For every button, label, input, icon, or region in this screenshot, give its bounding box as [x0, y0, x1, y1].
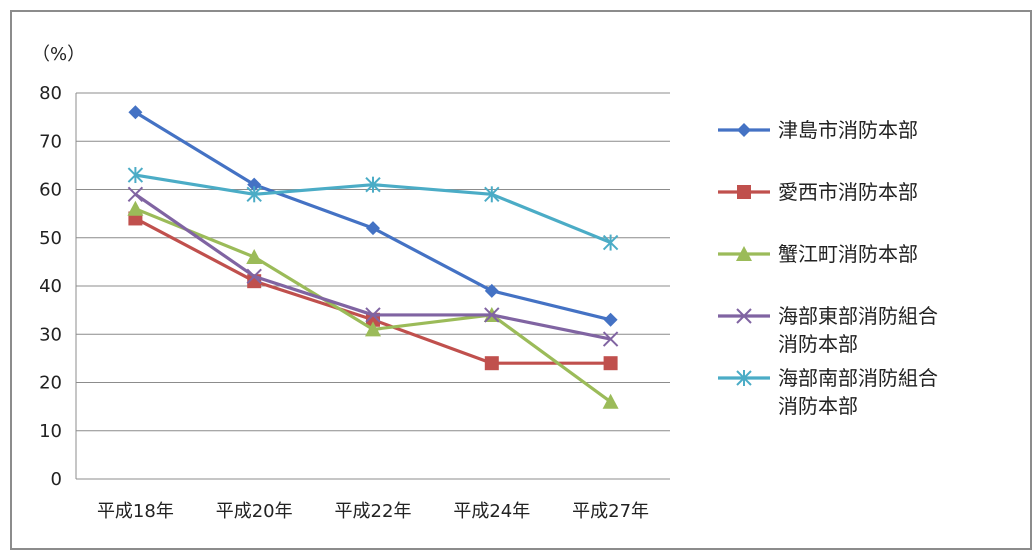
- legend-marker: [737, 185, 751, 199]
- series-5: [127, 167, 619, 251]
- data-point: [246, 186, 262, 203]
- data-point: [365, 307, 381, 323]
- data-point: [484, 356, 499, 371]
- legend-label: 海部東部消防組合: [778, 304, 938, 328]
- y-unit-label: （%）: [32, 44, 85, 65]
- legend-label: 津島市消防本部: [778, 118, 918, 142]
- data-point: [603, 356, 618, 371]
- series-1: [128, 105, 618, 327]
- data-point: [128, 105, 143, 120]
- y-tick-label: 30: [39, 324, 62, 345]
- data-point: [246, 268, 262, 285]
- y-tick-label: 60: [39, 180, 62, 201]
- data-point: [602, 234, 619, 251]
- y-tick-label: 80: [39, 83, 62, 104]
- legend-item-1: 津島市消防本部: [718, 118, 918, 142]
- legend-marker: [736, 370, 752, 386]
- data-point: [127, 167, 144, 184]
- data-point: [365, 321, 381, 337]
- data-point: [127, 200, 144, 216]
- legend-marker: [736, 246, 752, 261]
- legend-marker: [736, 308, 752, 324]
- legend-label: 海部南部消防組合: [778, 366, 938, 390]
- line-chart: （%） 0 10 20 30 40 50 60 70 80 平成18年 平成20年 平成22年 平成2…: [32, 44, 938, 522]
- x-tick-label: 平成22年: [335, 501, 412, 522]
- legend-label: 消防本部: [778, 332, 858, 356]
- legend: 津島市消防本部愛西市消防本部蟹江町消防本部海部東部消防組合消防本部海部南部消防組…: [718, 118, 938, 418]
- data-point: [127, 186, 144, 203]
- x-tick-label: 平成20年: [216, 501, 293, 522]
- data-point: [247, 177, 262, 192]
- data-point: [246, 249, 263, 265]
- data-point: [484, 283, 499, 298]
- data-point: [484, 186, 500, 203]
- legend-item-3: 蟹江町消防本部: [718, 242, 918, 266]
- y-tick-label: 40: [39, 276, 62, 297]
- y-tick-label: 70: [39, 131, 62, 152]
- y-tick-label: 20: [39, 373, 62, 394]
- x-axis: 平成18年 平成20年 平成22年 平成24年 平成27年: [97, 501, 649, 522]
- data-point: [484, 307, 500, 323]
- legend-item-2: 愛西市消防本部: [718, 180, 918, 204]
- data-point: [602, 331, 619, 347]
- y-tick-label: 0: [51, 469, 62, 490]
- series-4: [127, 186, 619, 347]
- y-tick-label: 50: [39, 228, 62, 249]
- grid: [75, 92, 670, 480]
- series-line: [134, 110, 611, 322]
- x-tick-label: 平成24年: [453, 501, 530, 522]
- legend-label: 消防本部: [778, 394, 858, 418]
- legend-label: 愛西市消防本部: [778, 180, 918, 204]
- chart-frame: [10, 10, 1032, 550]
- legend-label: 蟹江町消防本部: [778, 242, 918, 266]
- data-point: [365, 176, 381, 193]
- legend-marker: [737, 123, 751, 137]
- y-tick-label: 10: [39, 421, 62, 442]
- x-tick-label: 平成27年: [572, 501, 649, 522]
- series-line: [134, 217, 611, 365]
- data-point: [603, 312, 618, 327]
- data-point: [366, 221, 380, 236]
- series-group: [127, 105, 619, 409]
- x-tick-label: 平成18年: [97, 501, 174, 522]
- data-point: [602, 393, 619, 409]
- y-axis: 0 10 20 30 40 50 60 70 80: [39, 83, 62, 490]
